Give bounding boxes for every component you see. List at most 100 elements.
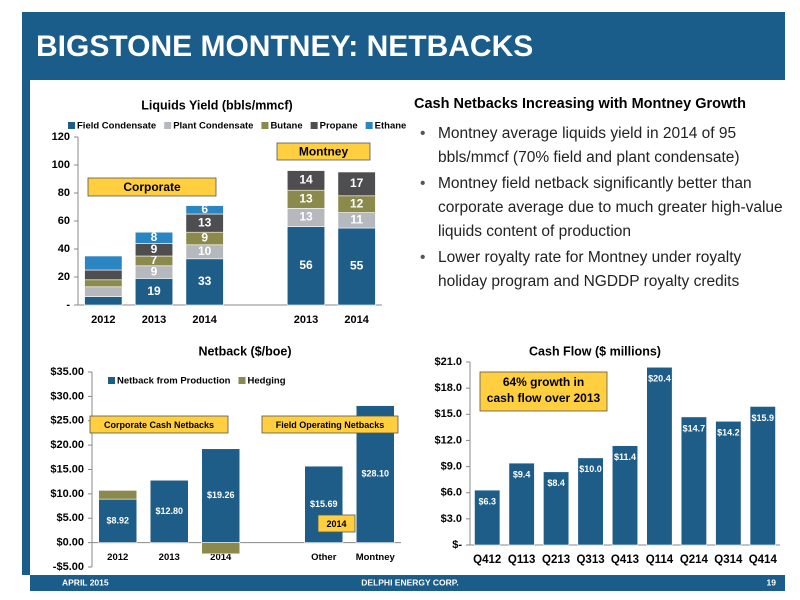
legend-label: Butane: [270, 121, 302, 132]
legend-swatch: [365, 122, 373, 129]
data-label: $8.92: [106, 515, 129, 525]
annotation-box: [276, 142, 371, 161]
x-tick-label: Q413: [611, 554, 639, 566]
legend-label: Ethane: [375, 121, 407, 132]
data-label: $9.4: [513, 469, 531, 479]
y-tick-label: $21.0: [434, 356, 462, 368]
annotation-box: [87, 177, 217, 197]
bar-segment: [680, 416, 707, 546]
legend-swatch: [310, 122, 318, 129]
y-tick-label: $5.00: [56, 512, 84, 524]
bar-segment: [84, 279, 123, 288]
data-label: $14.7: [683, 423, 706, 433]
y-tick-label: $10.00: [50, 488, 84, 500]
data-label: $10.0: [579, 464, 602, 474]
data-label: 55: [350, 259, 364, 273]
chart-title: Cash Flow ($ millions): [529, 344, 661, 358]
data-label: $11.4: [614, 452, 636, 462]
data-label: 9: [151, 264, 158, 278]
legend-swatch: [108, 377, 115, 384]
y-tick-label: $9.0: [441, 460, 462, 472]
x-tick-label: Montney: [356, 552, 396, 563]
bar-segment: [715, 420, 742, 546]
bar-segment: [84, 269, 123, 281]
y-tick-label: 120: [52, 131, 70, 143]
legend-label: Propane: [320, 121, 358, 132]
y-tick-label: $18.0: [434, 382, 462, 394]
footer-band: [30, 575, 785, 591]
annotation: 64% growth in: [503, 375, 584, 389]
legend-label: Netback from Production: [117, 376, 231, 387]
data-label: 13: [198, 215, 212, 229]
y-tick-label: $0.00: [56, 537, 84, 549]
bar-segment: [84, 286, 123, 297]
annotation: 2014: [326, 519, 346, 529]
bar-segment: [577, 457, 604, 546]
bar-segment: [98, 498, 138, 543]
annotation: cash flow over 2013: [487, 391, 601, 405]
annotation: Field Operating Netbacks: [276, 420, 385, 430]
data-label: $19.26: [207, 490, 235, 500]
bullet: Lower royalty rate for Montney under roy…: [420, 246, 784, 294]
bullet: Montney field netback significantly bett…: [420, 172, 784, 244]
y-tick-label: 60: [58, 215, 70, 227]
legend-swatch: [68, 122, 75, 129]
x-tick-label: Q113: [508, 554, 536, 566]
y-tick-label: $20.00: [50, 439, 84, 451]
data-label: $15.69: [310, 499, 338, 509]
data-label: 14: [299, 173, 313, 187]
bar-segment: [286, 226, 326, 306]
x-tick-label: 2012: [107, 552, 128, 563]
x-tick-label: 2013: [159, 552, 180, 563]
header-band: [22, 12, 785, 80]
x-tick-label: Q313: [576, 554, 604, 566]
data-label: 56: [299, 258, 313, 272]
y-tick-label: 20: [58, 271, 70, 283]
x-tick-label: 2014: [344, 314, 369, 326]
data-label: 6: [201, 202, 208, 216]
data-label: 13: [299, 191, 313, 205]
y-tick-label: $15.0: [434, 408, 462, 420]
data-label: 11: [350, 212, 363, 226]
x-tick-label: Q412: [473, 554, 501, 566]
data-label: $28.10: [361, 469, 389, 479]
annotation: Corporate: [123, 180, 181, 194]
y-tick-label: $6.0: [441, 487, 462, 499]
x-tick-label: 2014: [192, 314, 217, 326]
data-label: 9: [151, 242, 158, 256]
data-label: 8: [151, 230, 158, 244]
x-tick-label: Q314: [714, 554, 743, 566]
legend-label: Hedging: [248, 376, 286, 387]
y-tick-label: 100: [52, 159, 70, 171]
y-tick-label: -$5.00: [53, 561, 84, 573]
x-tick-label: 2014: [210, 552, 232, 563]
legend-swatch: [164, 122, 172, 129]
x-tick-label: 2012: [91, 314, 115, 326]
bar-segment: [98, 490, 138, 500]
data-label: 19: [147, 284, 161, 298]
side-stripe: [22, 80, 30, 575]
annotation-box: [89, 415, 229, 434]
bar-segment: [201, 542, 241, 555]
chart-title: Netback ($/boe): [198, 344, 291, 358]
bar-segment: [508, 462, 535, 546]
bar-segment: [84, 255, 123, 271]
bar-segment: [337, 171, 376, 197]
footer-date: APRIL 2015: [62, 577, 109, 587]
slide-title: BIGSTONE MONTNEY: NETBACKS: [36, 30, 533, 63]
data-label: 7: [151, 253, 158, 267]
data-label: $6.3: [478, 496, 496, 506]
bar-segment: [749, 406, 776, 546]
x-tick-label: Q414: [749, 554, 778, 566]
y-tick-label: $3.0: [441, 513, 462, 525]
bar-segment: [149, 479, 189, 543]
y-tick-label: -: [66, 299, 70, 311]
y-tick-label: $30.00: [50, 390, 84, 402]
data-label: $15.9: [752, 413, 775, 423]
x-tick-label: 2013: [294, 314, 318, 326]
y-tick-label: $25.00: [50, 415, 84, 427]
bar-segment: [84, 296, 123, 306]
annotation: Corporate Cash Netbacks: [104, 420, 214, 430]
y-tick-label: $12.0: [434, 434, 462, 446]
